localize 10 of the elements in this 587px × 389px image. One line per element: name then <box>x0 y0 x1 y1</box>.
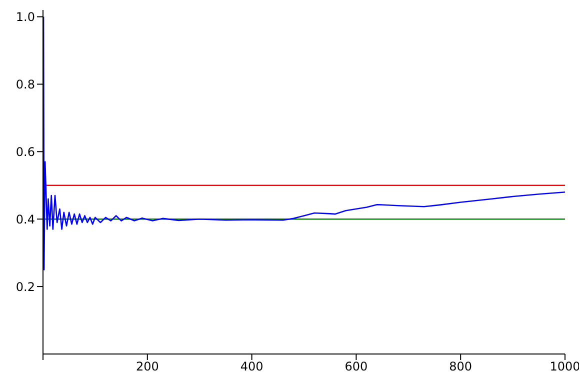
x-tick-label: 400 <box>240 360 264 374</box>
x-tick-label: 200 <box>136 360 159 374</box>
line-series <box>43 16 565 270</box>
x-tick-label: 800 <box>449 360 472 374</box>
y-tick-label: 1.0 <box>16 10 35 24</box>
y-tick-label: 0.8 <box>16 77 35 92</box>
y-tick-label: 0.4 <box>16 212 35 226</box>
y-tick-label: 0.2 <box>16 280 35 294</box>
x-tick-label: 600 <box>344 360 368 374</box>
y-tick-label: 0.6 <box>16 144 35 159</box>
